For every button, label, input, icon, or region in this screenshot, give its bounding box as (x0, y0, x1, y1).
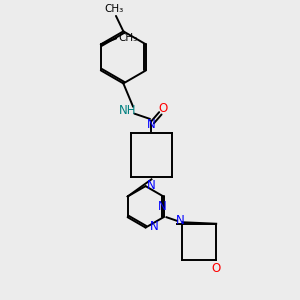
Text: N: N (147, 118, 156, 131)
Text: CH₃: CH₃ (105, 4, 124, 14)
Text: N: N (149, 220, 158, 233)
Text: CH₃: CH₃ (118, 33, 138, 43)
Text: N: N (158, 200, 166, 213)
Text: O: O (212, 262, 221, 275)
Text: N: N (176, 214, 184, 227)
Text: N: N (147, 179, 156, 192)
Text: NH: NH (119, 104, 136, 117)
Text: O: O (158, 102, 167, 115)
